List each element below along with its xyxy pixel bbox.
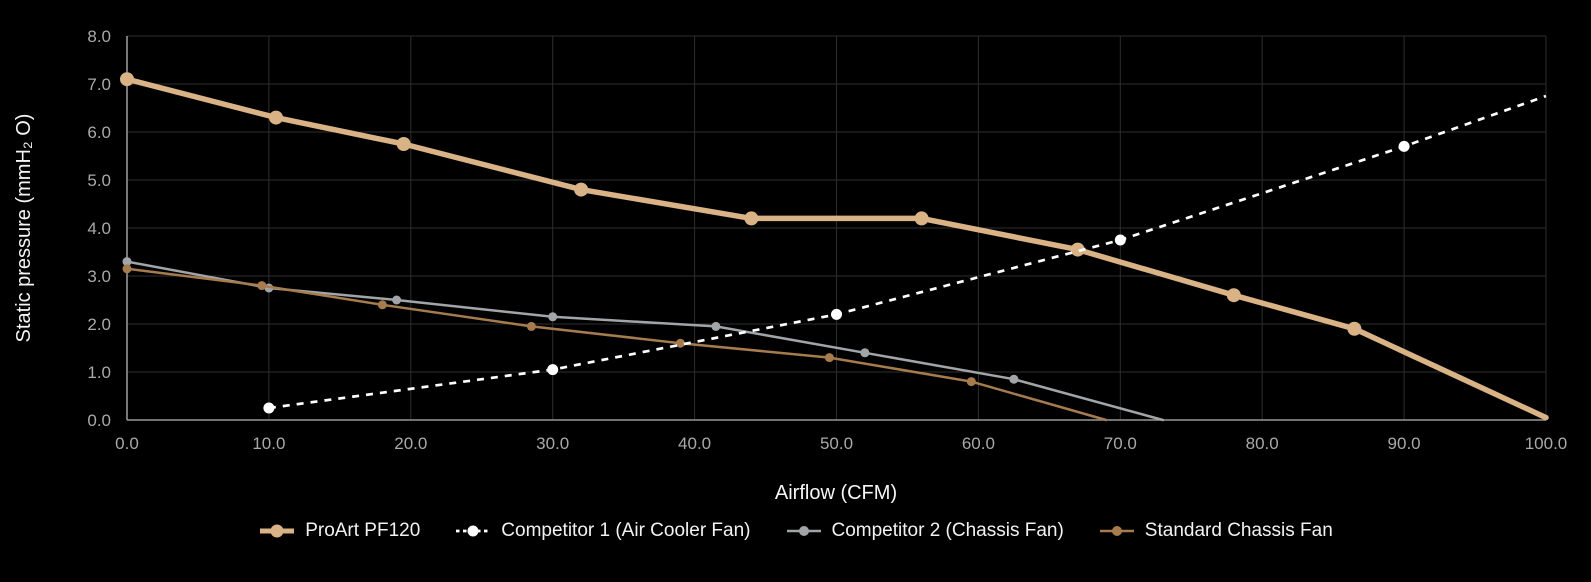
x-tick-label: 20.0 xyxy=(394,434,427,453)
legend-label: Standard Chassis Fan xyxy=(1144,520,1333,541)
gridlines xyxy=(126,35,1547,421)
x-tick-label: 40.0 xyxy=(678,434,711,453)
data-point-competitor-2-chassis-fan xyxy=(122,257,132,267)
tick-labels: 0.0 1.0 2.0 3.0 4.0 5.0 6.0 7.0 8.0 0.0 10.0 20.0 30… xyxy=(87,27,1567,453)
legend-item-standard-chassis-fan[interactable]: Standard Chassis Fan xyxy=(1098,520,1333,542)
y-tick-label: 4.0 xyxy=(87,219,111,238)
x-tick-label: 10.0 xyxy=(252,434,285,453)
series-line-standard-chassis-fan xyxy=(125,267,1108,422)
data-point-competitor-1-air-cooler-fan xyxy=(547,364,559,376)
series-line-proart-pf120 xyxy=(124,76,1549,421)
legend-item-proart-pf120[interactable]: ProArt PF120 xyxy=(258,520,420,542)
series-line-competitor-1-air-cooler-fan xyxy=(268,94,1547,410)
data-point-standard-chassis-fan xyxy=(675,338,685,348)
data-point-competitor-1-air-cooler-fan xyxy=(831,308,842,320)
data-point-proart-pf120 xyxy=(574,182,589,197)
legend-label: Competitor 1 (Air Cooler Fan) xyxy=(501,520,751,541)
y-tick-label: 3.0 xyxy=(87,267,111,286)
data-point-standard-chassis-fan xyxy=(122,264,132,274)
series-line-competitor-2-chassis-fan xyxy=(125,260,1165,422)
y-tick-label: 5.0 xyxy=(87,171,111,190)
data-point-competitor-2-chassis-fan xyxy=(711,321,721,331)
x-tick-label: 50.0 xyxy=(820,434,853,453)
data-point-standard-chassis-fan xyxy=(824,353,834,363)
data-point-proart-pf120 xyxy=(269,110,283,125)
data-point-competitor-1-air-cooler-fan xyxy=(263,402,275,414)
legend-marker-dot xyxy=(467,525,479,537)
data-point-standard-chassis-fan xyxy=(377,300,387,310)
x-tick-label: 0.0 xyxy=(115,434,139,453)
series-layer xyxy=(120,72,1549,422)
data-point-competitor-2-chassis-fan xyxy=(392,295,402,305)
legend-item-competitor-1-air-cooler-fan[interactable]: Competitor 1 (Air Cooler Fan) xyxy=(454,520,751,542)
data-point-competitor-1-air-cooler-fan xyxy=(1398,140,1410,152)
data-point-proart-pf120 xyxy=(1070,242,1085,257)
y-tick-label: 8.0 xyxy=(87,27,111,46)
y-tick-label: 0.0 xyxy=(87,411,111,430)
x-tick-label: 100.0 xyxy=(1525,434,1568,453)
y-tick-label: 7.0 xyxy=(87,75,111,94)
x-axis-title: Airflow (CFM) xyxy=(775,482,897,504)
data-point-standard-chassis-fan xyxy=(966,377,976,387)
legend-item-competitor-2-chassis-fan[interactable]: Competitor 2 (Chassis Fan) xyxy=(785,520,1064,542)
x-tick-label: 80.0 xyxy=(1246,434,1279,453)
legend-marker-proart-pf120 xyxy=(260,524,295,538)
y-tick-label: 2.0 xyxy=(87,315,111,334)
data-point-proart-pf120 xyxy=(914,211,929,226)
data-point-standard-chassis-fan xyxy=(526,321,536,331)
legend-marker-competitor-1-air-cooler-fan xyxy=(456,525,491,537)
x-tick-label: 90.0 xyxy=(1388,434,1421,453)
data-point-competitor-1-air-cooler-fan xyxy=(1114,234,1126,246)
legend-label: Competitor 2 (Chassis Fan) xyxy=(831,520,1064,541)
x-tick-label: 60.0 xyxy=(962,434,995,453)
x-tick-label: 70.0 xyxy=(1104,434,1137,453)
data-point-proart-pf120 xyxy=(120,72,134,87)
legend-marker-competitor-2-chassis-fan xyxy=(786,526,821,536)
data-point-proart-pf120 xyxy=(1226,288,1241,303)
data-point-proart-pf120 xyxy=(744,211,759,226)
legend-marker-dot xyxy=(798,526,809,536)
legend-marker-dot xyxy=(1111,526,1122,536)
data-point-standard-chassis-fan xyxy=(257,281,267,291)
data-point-proart-pf120 xyxy=(396,137,411,151)
legend-marker-dot xyxy=(270,524,284,538)
data-point-competitor-2-chassis-fan xyxy=(548,312,558,322)
data-point-competitor-2-chassis-fan xyxy=(860,348,870,358)
y-tick-label: 1.0 xyxy=(87,363,111,382)
legend-label: ProArt PF120 xyxy=(305,520,421,541)
x-tick-label: 30.0 xyxy=(536,434,569,453)
data-point-competitor-2-chassis-fan xyxy=(1009,374,1019,384)
y-tick-label: 6.0 xyxy=(87,123,111,142)
chart-legend: ProArt PF120 Competitor 1 (Air Cooler Fan… xyxy=(0,520,1591,542)
y-axis-title: Static pressure (mmH₂ O) xyxy=(13,114,35,343)
legend-marker-standard-chassis-fan xyxy=(1099,526,1134,536)
data-point-proart-pf120 xyxy=(1347,321,1362,336)
axes xyxy=(126,36,1546,421)
